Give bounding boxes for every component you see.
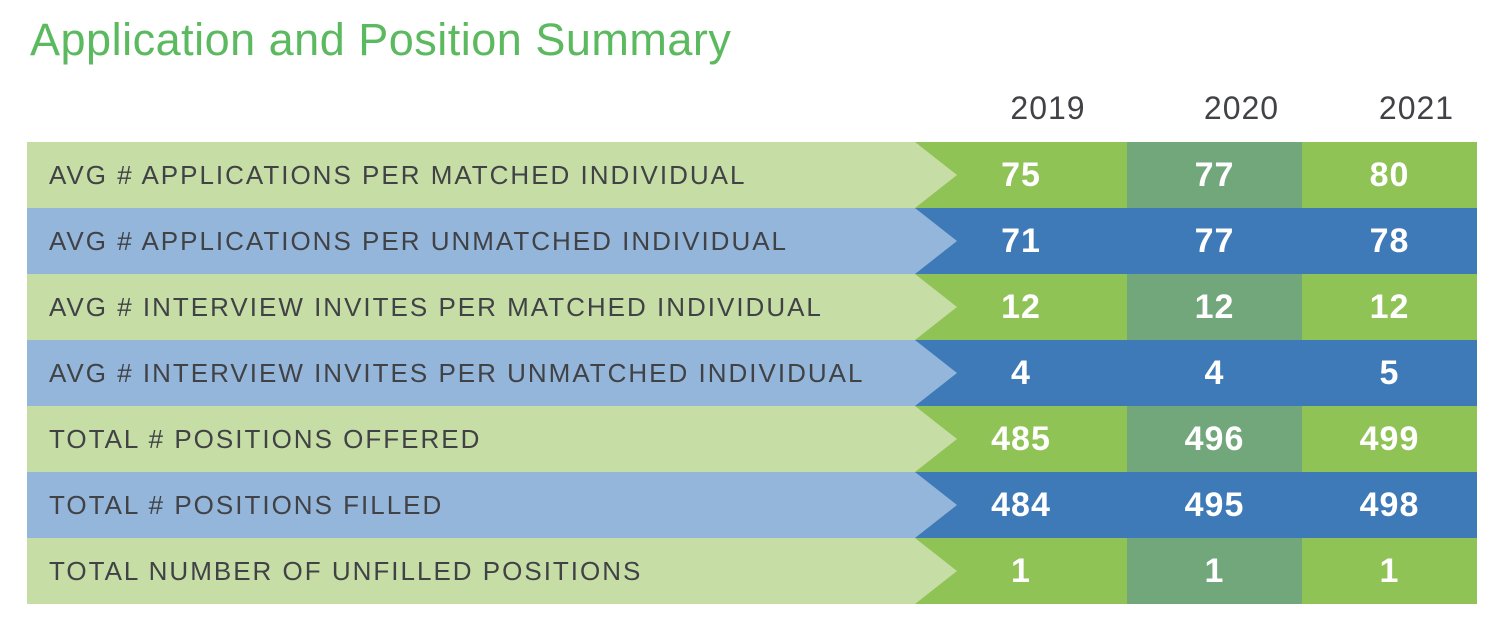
row-label: TOTAL NUMBER OF UNFILLED POSITIONS [27, 538, 915, 604]
row-label: TOTAL # POSITIONS FILLED [27, 472, 915, 538]
value-cell: 78 [1302, 208, 1477, 274]
summary-row: AVG # APPLICATIONS PER UNMATCHED INDIVID… [27, 208, 1477, 274]
row-label: AVG # INTERVIEW INVITES PER MATCHED INDI… [27, 274, 915, 340]
value-cell: 498 [1302, 472, 1477, 538]
summary-row: AVG # INTERVIEW INVITES PER UNMATCHED IN… [27, 340, 1477, 406]
year-header: 2021 [1378, 90, 1455, 126]
row-values: 12 12 12 [915, 274, 1477, 340]
value-cell: 80 [1302, 142, 1477, 208]
summary-row: AVG # INTERVIEW INVITES PER MATCHED INDI… [27, 274, 1477, 340]
value-cell: 496 [1127, 406, 1302, 472]
row-values: 75 77 80 [915, 142, 1477, 208]
arrow-right-icon [915, 538, 957, 604]
value-cell: 4 [1127, 340, 1302, 406]
value-cell: 499 [1302, 406, 1477, 472]
row-values: 71 77 78 [915, 208, 1477, 274]
summary-row: TOTAL NUMBER OF UNFILLED POSITIONS 1 1 1 [27, 538, 1477, 604]
row-label: TOTAL # POSITIONS OFFERED [27, 406, 915, 472]
summary-table: AVG # APPLICATIONS PER MATCHED INDIVIDUA… [27, 142, 1477, 604]
arrow-right-icon [915, 208, 957, 274]
row-values: 484 495 498 [915, 472, 1477, 538]
row-label: AVG # APPLICATIONS PER UNMATCHED INDIVID… [27, 208, 915, 274]
value-cell: 1 [1127, 538, 1302, 604]
value-cell: 12 [1302, 274, 1477, 340]
year-header: 2019 [1010, 90, 1086, 126]
arrow-right-icon [915, 406, 957, 472]
row-values: 485 496 499 [915, 406, 1477, 472]
value-cell: 12 [1127, 274, 1302, 340]
summary-row: TOTAL # POSITIONS OFFERED 485 496 499 [27, 406, 1477, 472]
value-cell: 1 [1302, 538, 1477, 604]
value-cell: 77 [1127, 142, 1302, 208]
arrow-right-icon [915, 472, 957, 538]
arrow-right-icon [915, 340, 957, 406]
value-cell: 495 [1127, 472, 1302, 538]
row-label: AVG # INTERVIEW INVITES PER UNMATCHED IN… [27, 340, 915, 406]
page-title: Application and Position Summary [30, 14, 732, 65]
summary-row: AVG # APPLICATIONS PER MATCHED INDIVIDUA… [27, 142, 1477, 208]
year-header-row: 2019 2020 2021 [942, 86, 1500, 130]
value-cell: 77 [1127, 208, 1302, 274]
summary-row: TOTAL # POSITIONS FILLED 484 495 498 [27, 472, 1477, 538]
year-header: 2020 [1203, 90, 1280, 126]
row-label: AVG # APPLICATIONS PER MATCHED INDIVIDUA… [27, 142, 915, 208]
arrow-right-icon [915, 274, 957, 340]
arrow-right-icon [915, 142, 957, 208]
value-cell: 5 [1302, 340, 1477, 406]
